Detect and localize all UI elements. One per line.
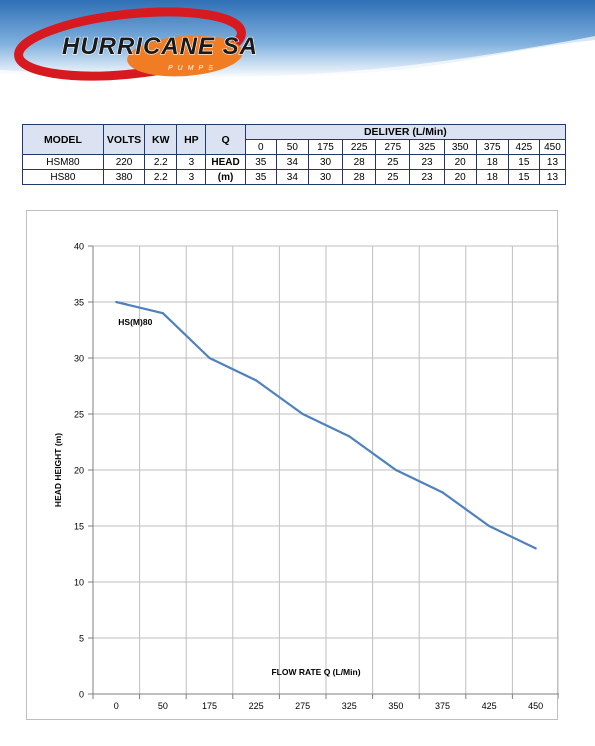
series-line: [116, 300, 537, 550]
y-tick-label: 35: [74, 298, 84, 308]
head-value: 25: [375, 169, 411, 185]
data-point: [488, 524, 491, 528]
flow-value: 225: [342, 139, 377, 155]
x-tick-label: 350: [388, 701, 403, 711]
series-layer: [115, 300, 537, 550]
kw-cell: 2.2: [144, 169, 178, 185]
head-value: 15: [507, 154, 540, 170]
y-tick-label: 20: [74, 466, 84, 476]
table-row: HS80 380 2.2 3 (m) 35 34 30 28 25 23 20 …: [22, 169, 567, 185]
flow-value: 50: [275, 139, 309, 155]
model-cell: HSM80: [22, 154, 104, 170]
flow-value: 425: [507, 139, 540, 155]
y-tick-label: 5: [79, 634, 84, 644]
y-tick-label: 30: [74, 354, 84, 364]
head-value: 18: [475, 169, 509, 185]
head-value: 18: [475, 154, 509, 170]
table-row: HSM80 220 2.2 3 HEAD 35 34 30 28 25 23 2…: [22, 154, 567, 170]
data-point: [161, 312, 164, 315]
head-value: 23: [409, 169, 445, 185]
data-point: [301, 412, 304, 416]
data-point: [115, 300, 118, 304]
x-tick-label: 175: [202, 701, 217, 711]
head-value: 15: [507, 169, 540, 185]
x-axis-title: FLOW RATE Q (L/Min): [271, 667, 360, 677]
head-value: 30: [307, 154, 344, 170]
volts-cell: 220: [102, 154, 146, 170]
flow-value: 350: [443, 139, 477, 155]
model-cell: HS80: [22, 169, 104, 185]
header-banner: HURRICANE SA PUMPS: [0, 0, 595, 83]
y-tick-label: 10: [74, 578, 84, 588]
flow-value: 275: [375, 139, 411, 155]
x-tick-label: 275: [295, 701, 310, 711]
head-value: 28: [342, 154, 377, 170]
data-point: [441, 491, 444, 494]
volts-cell: 380: [102, 169, 146, 185]
logo-subtext: PUMPS: [168, 65, 218, 72]
data-point: [394, 468, 397, 472]
head-value: 34: [275, 169, 309, 185]
head-value: 34: [275, 154, 309, 170]
x-tick-label: 50: [158, 701, 168, 711]
head-value: 23: [409, 154, 445, 170]
head-value: 35: [244, 169, 277, 185]
data-point: [348, 435, 351, 438]
head-value: 30: [307, 169, 344, 185]
head-unit-cell: (m): [205, 169, 246, 185]
pump-spec-table: MODEL VOLTS KW HP Q DELIVER (L/Min) 0 50…: [22, 124, 567, 185]
data-point: [534, 547, 537, 550]
hurricane-logo: HURRICANE SA PUMPS: [14, 7, 258, 81]
x-tick-label: 225: [249, 701, 264, 711]
hp-cell: 3: [176, 154, 207, 170]
logo-orange-swoosh: [127, 35, 243, 77]
flow-value: 0: [244, 139, 277, 155]
head-value: 25: [375, 154, 411, 170]
logo-red-swoosh: [14, 7, 246, 81]
series-label: HS(M)80: [118, 317, 152, 327]
data-point: [208, 356, 211, 360]
head-value: 35: [244, 154, 277, 170]
header-volts: VOLTS: [102, 124, 146, 155]
x-tick-label: 0: [114, 701, 119, 711]
flow-value: 375: [475, 139, 509, 155]
y-tick-label: 40: [74, 242, 84, 252]
hp-cell: 3: [176, 169, 207, 185]
x-tick-label: 375: [435, 701, 450, 711]
header-q: Q: [205, 124, 246, 155]
x-tick-label: 425: [482, 701, 497, 711]
kw-cell: 2.2: [144, 154, 178, 170]
x-tick-label: 325: [342, 701, 357, 711]
flow-value: 325: [409, 139, 445, 155]
head-label-cell: HEAD: [205, 154, 246, 170]
header-deliver: DELIVER (L/Min): [244, 124, 567, 140]
head-value: 28: [342, 169, 377, 185]
flow-value: 450: [538, 139, 567, 155]
performance-chart: 0 5 10 15 20 25 30 35 40 0 50 175 225 275 325 350 375 425…: [53, 242, 559, 712]
y-axis-title: HEAD HEIGHT (m): [53, 433, 63, 507]
y-tick-label: 0: [79, 690, 84, 700]
x-tick-label: 450: [528, 701, 543, 711]
y-tick-label: 25: [74, 410, 84, 420]
chart-frame: 0 5 10 15 20 25 30 35 40 0 50 175 225 275 325 350 375 425…: [26, 210, 559, 720]
label-layer: 0 5 10 15 20 25 30 35 40 0 50 175 225 275 325 350 375 425…: [53, 242, 543, 712]
head-value: 13: [538, 154, 567, 170]
flow-value: 175: [307, 139, 344, 155]
header-kw: KW: [144, 124, 178, 155]
axis-layer: [88, 245, 559, 699]
head-value: 20: [443, 154, 477, 170]
head-value: 20: [443, 169, 477, 185]
logo-text: HURRICANE SA: [62, 33, 258, 60]
header-model: MODEL: [22, 124, 104, 155]
header-hp: HP: [176, 124, 207, 155]
head-value: 13: [538, 169, 567, 185]
data-point: [255, 379, 258, 382]
y-tick-label: 15: [74, 522, 84, 532]
